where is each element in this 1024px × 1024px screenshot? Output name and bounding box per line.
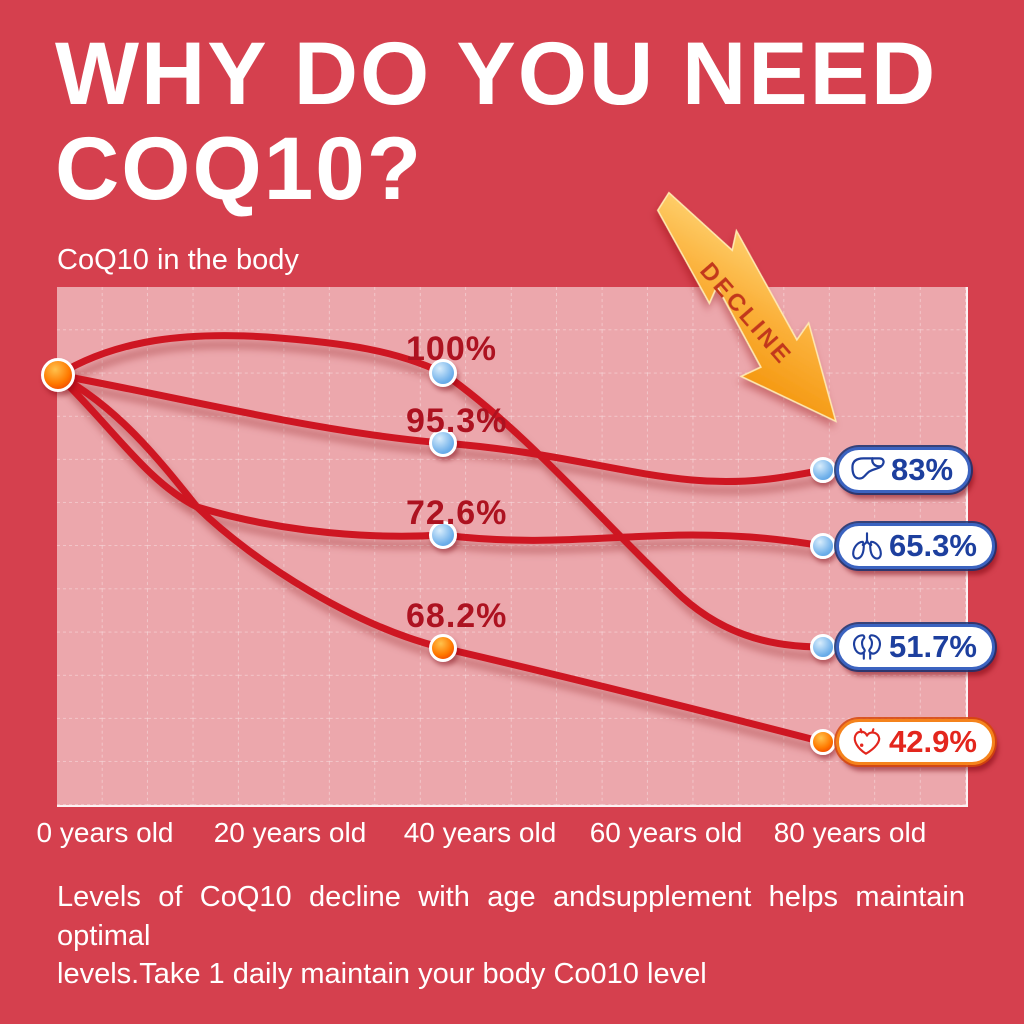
datapoint-liver-age80: [810, 457, 836, 483]
datapoint-heart-age40: [429, 634, 457, 662]
curve-liver: [54, 371, 827, 486]
midpoint-label-lungs: 72.6%: [406, 494, 508, 532]
datapoint-heart-age80: [810, 729, 836, 755]
decline-arrow-shape: [656, 191, 837, 423]
datapoint-lungs-age40: [429, 521, 457, 549]
x-axis-label-20: 20 years old: [213, 817, 367, 848]
footer-line1: Levels of CoQ10 decline with age andsupp…: [57, 881, 965, 952]
endpoint-pill-kidneys: 51.7%: [836, 624, 995, 670]
x-axis-label-0: 0 years old: [36, 817, 174, 848]
endpoint-value-kidneys: 51.7%: [889, 629, 977, 664]
curve-heart: [54, 371, 827, 746]
datapoint-lungs-age80: [810, 533, 836, 559]
endpoint-value-liver: 83%: [891, 452, 954, 487]
lungs-icon: [852, 532, 882, 560]
endpoint-pill-heart: 42.9%: [836, 719, 995, 765]
endpoint-pill-lungs: 65.3%: [836, 523, 995, 569]
endpoint-pill-liver: 83%: [836, 447, 972, 493]
midpoint-label-liver: 95.3%: [406, 402, 508, 440]
datapoint-kidneys-age40: [429, 359, 457, 387]
page-title: WHY DO YOU NEED COQ10?: [55, 23, 985, 219]
midpoint-label-heart: 68.2%: [406, 597, 508, 635]
midpoint-label-kidneys: 100%: [406, 330, 497, 368]
kidneys-icon: [852, 634, 882, 660]
page-title-line1: WHY DO YOU NEED: [55, 23, 938, 123]
footer-line2: levels.Take 1 daily maintain your body C…: [57, 958, 707, 991]
x-axis-label-40: 40 years old: [403, 817, 557, 848]
datapoint-age0: [41, 358, 75, 392]
x-axis-label-60: 60 years old: [589, 817, 743, 848]
x-axis-label-80: 80 years old: [773, 817, 927, 848]
footer-text: Levels of CoQ10 decline with age andsupp…: [57, 878, 965, 994]
datapoint-kidneys-age80: [810, 634, 836, 660]
decline-arrow: DECLINE: [656, 191, 837, 423]
endpoint-value-lungs: 65.3%: [889, 528, 977, 563]
page-title-line2: COQ10?: [55, 118, 424, 219]
chart-caption: CoQ10 in the body: [57, 244, 299, 276]
datapoint-liver-age40: [429, 429, 457, 457]
endpoint-value-heart: 42.9%: [889, 724, 977, 759]
liver-icon: [851, 457, 885, 480]
heart-icon: [853, 728, 881, 755]
